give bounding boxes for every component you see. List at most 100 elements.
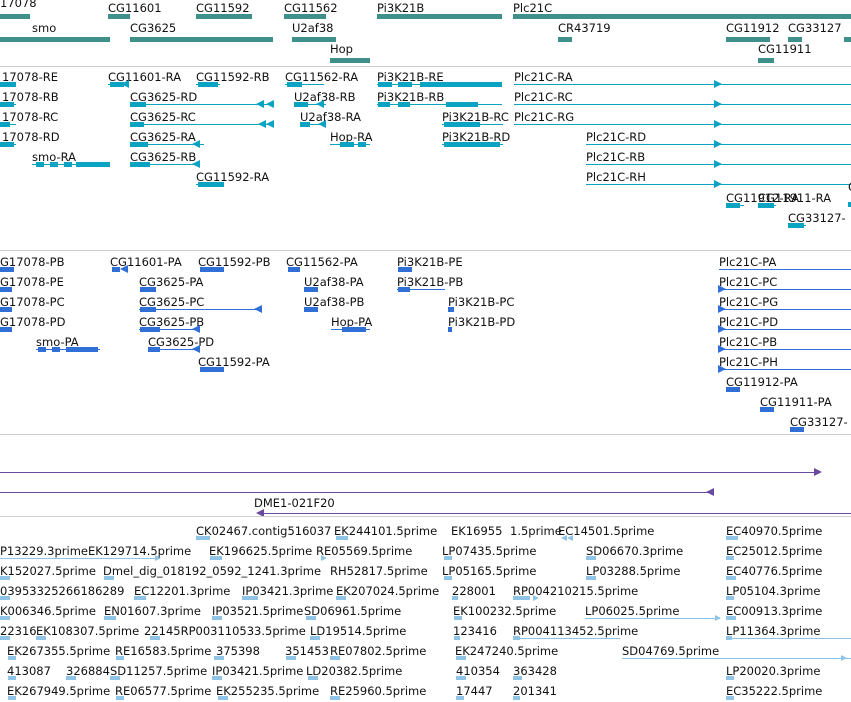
gene-label-cg11601[interactable]: CG11601 <box>108 1 162 15</box>
transcript-label-17078-rb[interactable]: 17078-RB <box>2 90 59 104</box>
coding-block[interactable] <box>52 347 60 352</box>
est-block[interactable] <box>726 696 734 700</box>
coding-block[interactable] <box>726 387 740 392</box>
transcript-label-cg3625-rc[interactable]: CG3625-RC <box>130 110 196 124</box>
intron-line[interactable] <box>397 289 445 290</box>
gene-bar[interactable] <box>196 14 252 19</box>
exon-block[interactable] <box>0 82 16 87</box>
est-label-ek16955[interactable]: EK16955 <box>451 524 503 538</box>
exon-block[interactable] <box>287 82 302 87</box>
est-block[interactable] <box>726 596 734 600</box>
est-block[interactable] <box>134 596 146 600</box>
coding-block[interactable] <box>66 347 98 352</box>
est-block[interactable] <box>66 676 76 680</box>
protein-label-cg3625-pa[interactable]: CG3625-PA <box>139 275 204 289</box>
est-label-410354[interactable]: 410354 <box>456 664 500 678</box>
est-block[interactable] <box>310 636 320 640</box>
est-block[interactable] <box>8 676 16 680</box>
est-label-sd11257-5prime[interactable]: SD11257.5prime <box>110 664 208 678</box>
intron-line[interactable] <box>719 309 851 310</box>
exon-block[interactable] <box>444 142 500 147</box>
est-label-re16583-5prime[interactable]: RE16583.5prime <box>115 644 212 658</box>
est-block[interactable] <box>306 616 316 620</box>
exon-block[interactable] <box>848 202 851 207</box>
transcript-label-pi3k21b-re[interactable]: Pi3K21B-RE <box>377 70 444 84</box>
est-block[interactable] <box>8 656 16 660</box>
est-block[interactable] <box>116 656 124 660</box>
coding-block[interactable] <box>304 307 318 312</box>
intron-line[interactable] <box>130 104 274 105</box>
coding-block[interactable] <box>0 327 12 332</box>
exon-block[interactable] <box>398 102 410 107</box>
protein-label-smo-pa[interactable]: smo-PA <box>36 335 79 349</box>
intron-line[interactable] <box>514 84 851 85</box>
protein-label-cg3625-pc[interactable]: CG3625-PC <box>139 295 205 309</box>
protein-label-g17078-pd[interactable]: G17078-PD <box>0 315 66 329</box>
est-block[interactable] <box>150 636 160 640</box>
transcript-label-cg11601-ra[interactable]: CG11601-RA <box>108 70 182 84</box>
transcript-label-17078-rc[interactable]: 17078-RC <box>2 110 59 124</box>
est-block[interactable] <box>110 676 120 680</box>
coding-block[interactable] <box>398 287 410 292</box>
intron-line[interactable] <box>148 349 200 350</box>
est-block[interactable] <box>0 616 10 620</box>
est-label-sd06670-3prime[interactable]: SD06670.3prime <box>586 544 684 558</box>
transcript-label-cg33127[interactable]: C <box>848 181 851 194</box>
est-label-22316[interactable]: 22316 <box>0 624 37 638</box>
protein-label-u2af38-pa[interactable]: U2af38-PA <box>304 275 364 289</box>
est-block[interactable] <box>513 696 520 700</box>
protein-label-cg11562-pa[interactable]: CG11562-PA <box>286 255 358 269</box>
est-block[interactable] <box>586 556 596 560</box>
protein-label-hop-pa[interactable]: Hop-PA <box>331 315 373 329</box>
est-block[interactable] <box>336 536 348 540</box>
protein-label-cg33127[interactable]: CG33127- <box>790 415 848 429</box>
transcript-label-pi3k21b-rc[interactable]: Pi3K21B-RC <box>442 110 509 124</box>
est-block[interactable] <box>330 696 340 700</box>
est-label-k006346-5prime[interactable]: K006346.5prime <box>0 604 96 618</box>
est-label-ek244101-5prime[interactable]: EK244101.5prime <box>334 524 438 538</box>
gene-bar[interactable] <box>292 37 336 42</box>
est-label-ld19514-5prime[interactable]: LD19514.5prime <box>310 624 407 638</box>
coding-block[interactable] <box>760 407 774 412</box>
protein-label-plc21c-pc[interactable]: Plc21C-PC <box>719 275 778 289</box>
exon-block[interactable] <box>294 102 308 107</box>
gene-bar[interactable] <box>284 14 326 19</box>
intron-line[interactable] <box>719 369 851 370</box>
est-label-lp05165-5prime[interactable]: LP05165.5prime <box>442 564 537 578</box>
est-block[interactable] <box>726 616 736 620</box>
exon-block[interactable] <box>198 182 224 187</box>
est-label-re25960-5prime[interactable]: RE25960.5prime <box>330 684 427 698</box>
est-block[interactable] <box>456 696 464 700</box>
protein-label-cg3625-pb[interactable]: CG3625-PB <box>139 315 205 329</box>
protein-label-plc21c-ph[interactable]: Plc21C-PH <box>719 355 778 369</box>
est-block[interactable] <box>212 616 222 620</box>
transcript-label-plc21c-rd[interactable]: Plc21C-RD <box>586 130 647 144</box>
est-block[interactable] <box>8 696 16 700</box>
est-block[interactable] <box>452 596 458 600</box>
intron-line[interactable] <box>719 289 851 290</box>
protein-label-cg11592-pa[interactable]: CG11592-PA <box>198 355 270 369</box>
exon-block[interactable] <box>0 122 10 127</box>
est-label-ek267355-5prime[interactable]: EK267355.5prime <box>7 644 111 658</box>
est-label-ek247240-5prime[interactable]: EK247240.5prime <box>455 644 559 658</box>
est-label-p13229-3prime[interactable]: P13229.3prime <box>0 544 88 558</box>
clone-line[interactable] <box>260 513 851 514</box>
intron-line[interactable] <box>139 309 262 310</box>
gene-label-cg11562[interactable]: CG11562 <box>284 1 338 15</box>
gene-label-cg11912[interactable]: CG11912 <box>726 21 780 35</box>
coding-block[interactable] <box>0 267 14 272</box>
clone-line[interactable] <box>0 472 820 473</box>
est-label-ek108307-5prime[interactable]: EK108307.5prime <box>36 624 140 638</box>
protein-label-cg11912-pa[interactable]: CG11912-PA <box>726 375 798 389</box>
coding-block[interactable] <box>342 327 366 332</box>
est-label-lp20020-3prime[interactable]: LP20020.3prime <box>726 664 821 678</box>
est-label-ek207024-5prime[interactable]: EK207024.5prime <box>336 584 440 598</box>
est-block[interactable] <box>456 656 466 660</box>
est-label-17447[interactable]: 17447 <box>456 684 493 698</box>
est-label-326884[interactable]: 326884 <box>66 664 110 678</box>
protein-label-plc21c-pg[interactable]: Plc21C-PG <box>719 295 779 309</box>
transcript-label-cg11912-ra[interactable]: CG11912-RA <box>726 191 800 205</box>
coding-block[interactable] <box>38 347 46 352</box>
coding-block[interactable] <box>398 267 412 272</box>
est-block[interactable] <box>726 576 736 580</box>
